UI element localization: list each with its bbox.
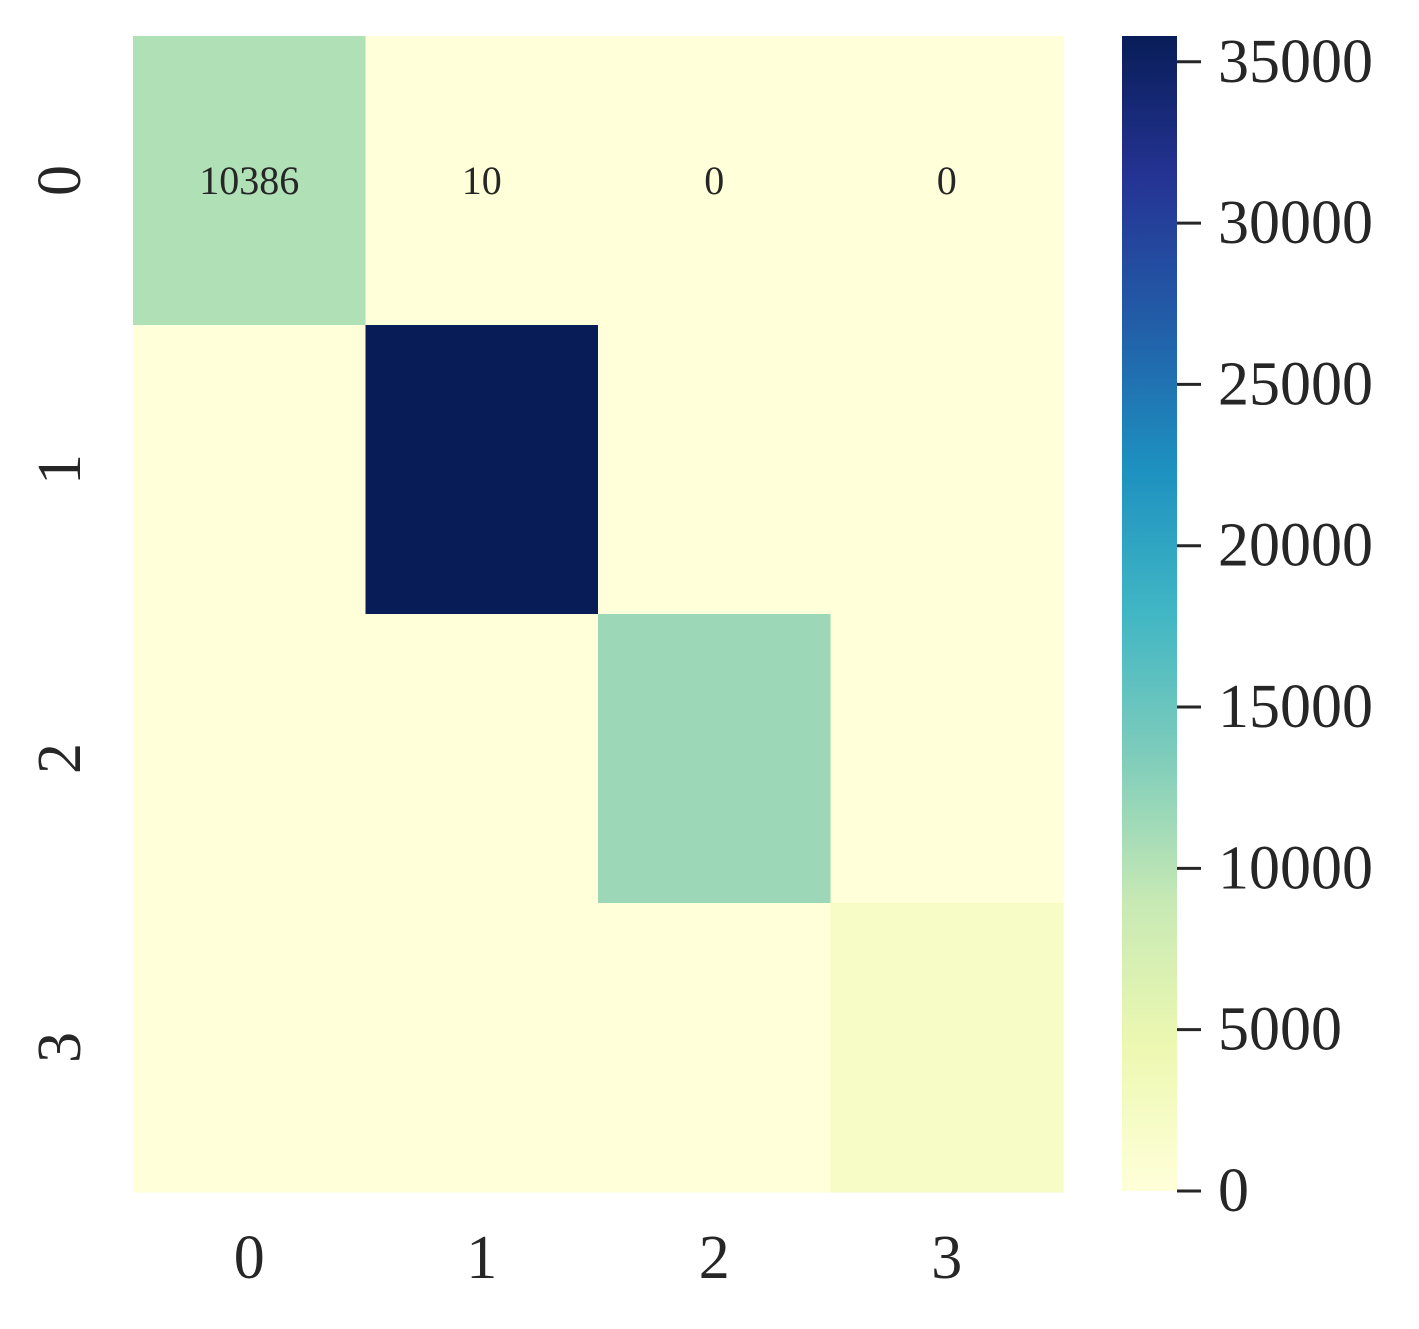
x-tick-label: 3 [931, 1224, 962, 1292]
colorbar [1122, 36, 1177, 1191]
heatmap-cell-r1-c2 [598, 325, 832, 615]
heatmap-cell-r2-c2 [598, 614, 832, 904]
x-tick-label: 2 [699, 1224, 730, 1292]
colorbar-tick-label: 25000 [1218, 350, 1373, 418]
y-tick-label: 3 [26, 1032, 94, 1063]
colorbar-tick-label: 10000 [1218, 834, 1373, 902]
heatmap-cell-r3-c1 [365, 903, 599, 1193]
heatmap-cell-r3-c3 [830, 903, 1064, 1193]
cell-value-label: 10 [462, 158, 502, 203]
heatmap-cell-r1-c1 [365, 325, 599, 615]
heatmap-cell-labels: 10386 10 0 0 [199, 158, 957, 203]
y-tick-label: 0 [26, 165, 94, 196]
colorbar-tick-label: 15000 [1218, 673, 1373, 741]
colorbar-ticks: 0 5000 10000 15000 20000 25000 30000 35000 [1177, 28, 1373, 1225]
heatmap-cell-r2-c3 [830, 614, 1064, 904]
x-tick-label: 1 [466, 1224, 497, 1292]
heatmap-cell-r2-c1 [365, 614, 599, 904]
heatmap-cell-r3-c0 [133, 903, 367, 1193]
heatmap-cell-r1-c0 [133, 325, 367, 615]
heatmap-cell-r2-c0 [133, 614, 367, 904]
y-tick-label: 1 [26, 454, 94, 485]
colorbar-tick-label: 0 [1218, 1157, 1249, 1225]
colorbar-tick-label: 5000 [1218, 996, 1342, 1064]
colorbar-tick-label: 20000 [1218, 512, 1373, 580]
heatmap-cell-r0-c0 [133, 36, 367, 326]
cell-value-label: 10386 [199, 158, 299, 203]
heatmap-cells [133, 36, 1064, 1193]
heatmap-cell-r0-c2 [598, 36, 832, 326]
heatmap-cell-r0-c3 [830, 36, 1064, 326]
colorbar-tick-label: 30000 [1218, 189, 1373, 257]
cell-value-label: 0 [937, 158, 957, 203]
y-axis-ticks: 0 1 2 3 [26, 165, 94, 1063]
heatmap-cell-r0-c1 [365, 36, 599, 326]
x-axis-ticks: 0 1 2 3 [234, 1224, 963, 1292]
colorbar-tick-label: 35000 [1218, 28, 1373, 96]
heatmap-cell-r1-c3 [830, 325, 1064, 615]
cell-value-label: 0 [704, 158, 724, 203]
y-tick-label: 2 [26, 743, 94, 774]
x-tick-label: 0 [234, 1224, 265, 1292]
heatmap-cell-r3-c2 [598, 903, 832, 1193]
